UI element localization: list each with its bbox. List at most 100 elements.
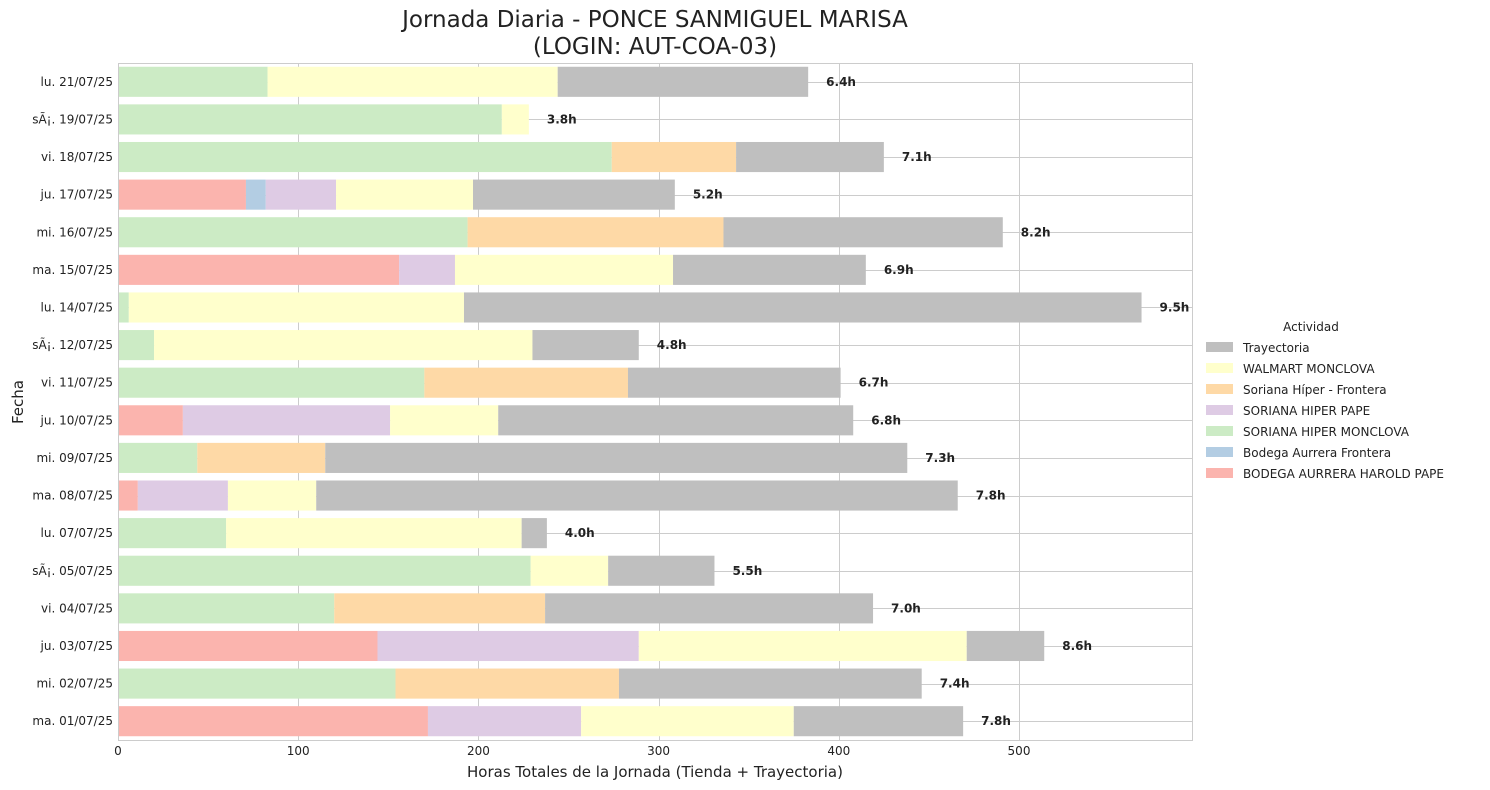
legend-label: WALMART MONCLOVA — [1243, 362, 1375, 376]
legend-title: Actividad — [1283, 320, 1339, 334]
bar-total-label: 7.0h — [891, 601, 921, 615]
bar-segment-trayectoria — [498, 405, 854, 436]
y-tick-label: ju. 17/07/25 — [40, 188, 113, 202]
bar-segment-soriana-hiper-monclova — [118, 518, 227, 549]
legend-swatch-soriana-hiper-frontera — [1206, 384, 1233, 394]
x-tick-label: 0 — [114, 744, 122, 758]
bar-segment-soriana-hiper-frontera — [424, 367, 628, 398]
bar-segment-walmart-monclova — [267, 66, 558, 97]
y-tick-label: vi. 18/07/25 — [41, 150, 113, 164]
bar-segment-soriana-hiper-pape — [377, 630, 639, 662]
x-tick-label: 400 — [827, 744, 850, 758]
bar-segment-trayectoria — [521, 518, 547, 549]
bar-total-label: 3.8h — [547, 112, 577, 126]
bar-segment-bodega-aurrera-harold-pape — [118, 405, 183, 436]
legend-label: SORIANA HIPER PAPE — [1243, 404, 1370, 418]
bar-segment-soriana-hiper-frontera — [467, 217, 724, 248]
bar-total-label: 5.5h — [732, 564, 762, 578]
bar-segment-soriana-hiper-monclova — [118, 104, 502, 135]
bar-segment-bodega-aurrera-harold-pape — [118, 254, 400, 285]
y-tick-label: lu. 14/07/25 — [41, 300, 113, 314]
legend-label: Trayectoria — [1242, 341, 1310, 355]
bar-segment-walmart-monclova — [227, 480, 317, 511]
legend-swatch-bodega-aurrera-frontera — [1206, 447, 1233, 457]
bar-segment-soriana-hiper-frontera — [334, 593, 546, 624]
bar-segment-walmart-monclova — [390, 405, 499, 436]
bar-total-label: 9.5h — [1160, 300, 1190, 314]
bar-segment-walmart-monclova — [530, 555, 609, 586]
bar-segment-trayectoria — [966, 630, 1045, 662]
bar-segment-trayectoria — [472, 179, 675, 210]
legend-swatch-bodega-aurrera-harold-pape — [1206, 468, 1233, 478]
y-tick-label: vi. 11/07/25 — [41, 376, 113, 390]
bar-segment-trayectoria — [608, 555, 715, 586]
bar-total-label: 8.2h — [1021, 225, 1051, 239]
bar-segment-bodega-aurrera-frontera — [245, 179, 266, 210]
y-tick-label: ju. 10/07/25 — [40, 413, 113, 427]
y-tick-label: mi. 09/07/25 — [36, 451, 113, 465]
bar-segment-soriana-hiper-pape — [182, 405, 391, 436]
y-axis-label: Fecha — [9, 380, 27, 424]
bar-segment-trayectoria — [673, 254, 866, 285]
legend-swatch-walmart-monclova — [1206, 363, 1233, 373]
y-tick-label: lu. 07/07/25 — [41, 526, 113, 540]
bar-segment-soriana-hiper-monclova — [118, 330, 155, 361]
bar-segment-soriana-hiper-monclova — [118, 668, 396, 699]
legend-swatch-trayectoria — [1206, 342, 1233, 352]
bar-segment-walmart-monclova — [454, 254, 674, 285]
bar-segment-soriana-hiper-monclova — [118, 141, 612, 173]
bar-segment-walmart-monclova — [128, 292, 464, 323]
bar-total-label: 6.9h — [884, 263, 914, 277]
bar-total-label: 8.6h — [1062, 639, 1092, 653]
bar-total-label: 7.1h — [902, 150, 932, 164]
bar-segment-soriana-hiper-frontera — [611, 141, 737, 173]
bar-total-label: 7.8h — [976, 489, 1006, 503]
bar-segment-trayectoria — [627, 367, 841, 398]
bar-total-label: 5.2h — [693, 188, 723, 202]
legend-label: BODEGA AURRERA HAROLD PAPE — [1243, 467, 1444, 481]
y-tick-label: ma. 01/07/25 — [32, 714, 113, 728]
bar-total-label: 4.8h — [657, 338, 687, 352]
bar-segment-walmart-monclova — [501, 104, 529, 135]
plot-frame — [118, 63, 1193, 741]
total-labels: 6.4h 3.8h 7.1h 5.2h 8.2h 6.9h 9.5h 4.8h 6.7h 6.8h… — [547, 75, 1189, 728]
bar-total-label: 6.7h — [859, 376, 889, 390]
bar-total-label: 7.4h — [940, 677, 970, 691]
chart-title-line1: Jornada Diaria - PONCE SANMIGUEL MARISA — [400, 7, 908, 33]
bar-total-label: 7.8h — [981, 714, 1011, 728]
bar-total-label: 6.8h — [871, 413, 901, 427]
bar-segment-soriana-hiper-monclova — [118, 593, 335, 624]
bar-total-label: 4.0h — [565, 526, 595, 540]
bars — [118, 66, 1142, 737]
bar-segment-bodega-aurrera-harold-pape — [118, 179, 246, 210]
bar-segment-soriana-hiper-frontera — [395, 668, 619, 699]
bar-segment-bodega-aurrera-harold-pape — [118, 706, 428, 737]
x-tick-label: 200 — [467, 744, 490, 758]
legend-label: Soriana Híper - Frontera — [1243, 383, 1387, 397]
bar-segment-soriana-hiper-monclova — [118, 367, 425, 398]
bar-segment-trayectoria — [793, 706, 964, 737]
legend-swatch-soriana-hiper-pape — [1206, 405, 1233, 415]
bar-total-label: 7.3h — [925, 451, 955, 465]
bar-segment-trayectoria — [557, 66, 809, 97]
y-tick-label: sÃ¡. 19/07/25 — [32, 111, 113, 126]
bar-segment-soriana-hiper-pape — [399, 254, 455, 285]
bar-segment-walmart-monclova — [154, 330, 533, 361]
x-tick-label: 500 — [1008, 744, 1031, 758]
y-tick-label: ju. 03/07/25 — [40, 639, 113, 653]
bar-segment-soriana-hiper-monclova — [118, 217, 468, 248]
bar-segment-walmart-monclova — [226, 518, 522, 549]
bar-segment-soriana-hiper-pape — [427, 706, 582, 737]
bar-segment-trayectoria — [545, 593, 874, 624]
y-tick-label: lu. 21/07/25 — [41, 75, 113, 89]
bar-segment-soriana-hiper-monclova — [118, 442, 198, 473]
tick-labels: 0 100 200 300 400 500 lu. 21/07/25 sÃ¡. 19/07/2… — [32, 75, 1030, 758]
y-tick-label: ma. 15/07/25 — [32, 263, 113, 277]
y-tick-label: ma. 08/07/25 — [32, 489, 113, 503]
bar-segment-soriana-hiper-monclova — [118, 292, 129, 323]
bar-segment-trayectoria — [463, 292, 1142, 323]
bar-total-label: 6.4h — [826, 75, 856, 89]
bar-segment-trayectoria — [532, 330, 639, 361]
bar-segment-walmart-monclova — [336, 179, 473, 210]
bar-segment-bodega-aurrera-harold-pape — [118, 630, 378, 662]
